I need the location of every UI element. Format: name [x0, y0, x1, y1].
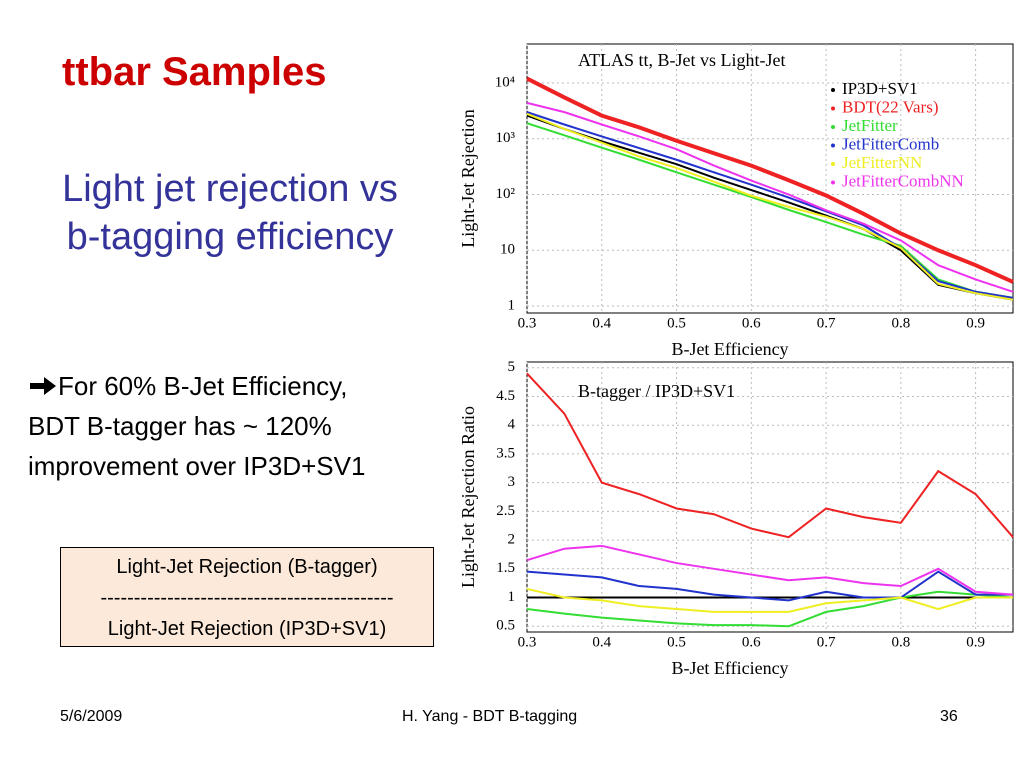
series-line: [526, 372, 1014, 539]
y-tick-label: 1: [508, 297, 516, 313]
arrow-icon: [30, 377, 56, 395]
y-tick-label: 10²: [496, 186, 516, 202]
y-tick-label: 10: [500, 242, 515, 258]
legend-label: JetFitterCombNN: [842, 171, 964, 190]
y-tick-label: 10⁴: [495, 74, 515, 90]
series-line: [526, 76, 1014, 284]
series-line: [526, 544, 1014, 596]
legend-marker: [831, 125, 835, 129]
x-tick-label: 0.8: [891, 634, 910, 650]
footer-center: H. Yang - BDT B-tagging: [402, 708, 578, 725]
series-line: [526, 570, 1013, 602]
subtitle-line: b-tagging efficiency: [66, 216, 394, 258]
x-tick-label: 0.8: [891, 315, 910, 331]
bullet-text: For 60% B-Jet Efficiency,: [58, 371, 348, 401]
x-tick-label: 0.3: [518, 634, 537, 650]
subtitle-line: Light jet rejection vs: [62, 168, 398, 210]
series-line: [526, 101, 1014, 293]
legend-marker: [831, 180, 835, 185]
plot-area: [526, 43, 1014, 314]
x-tick-label: 0.6: [742, 315, 761, 331]
bullet: For 60% B-Jet Efficiency, BDT B-tagger h…: [28, 366, 365, 486]
x-tick-label: 0.5: [667, 634, 686, 650]
y-tick-label: 2: [508, 532, 516, 548]
bullet-line: BDT B-tagger has ~ 120%: [28, 411, 332, 441]
x-tick-label: 0.7: [817, 315, 836, 331]
x-axis-label: B-Jet Efficiency: [671, 658, 788, 678]
footer-page: 36: [940, 708, 958, 725]
numerator: Light-Jet Rejection (B-tagger): [116, 556, 378, 578]
series-line: [526, 587, 1013, 613]
plot-area: [526, 361, 1014, 633]
series-line: [526, 111, 1014, 299]
legend-label: JetFitterComb: [842, 134, 939, 153]
bullet-line: improvement over IP3D+SV1: [28, 451, 366, 481]
plots: 1 10 10² 10³ 10⁴ 0.3 0.4 0.5 0.6 0.7 0.8 0.9 IP3D+SV…: [458, 43, 1014, 678]
y-tick-label: 3: [508, 474, 516, 490]
y-tick-label: 1: [508, 589, 516, 605]
x-axis-label: B-Jet Efficiency: [671, 339, 788, 359]
legend-label: IP3D+SV1: [842, 79, 918, 98]
x-tick-label: 0.3: [518, 315, 537, 331]
y-tick-label: 1.5: [496, 560, 515, 576]
y-tick-label: 5: [508, 359, 516, 375]
denominator: Light-Jet Rejection (IP3D+SV1): [107, 618, 387, 640]
footer-date: 5/6/2009: [60, 708, 123, 725]
x-tick-label: 0.4: [592, 315, 611, 331]
x-tick-label: 0.6: [742, 634, 761, 650]
legend-marker: [831, 88, 835, 92]
legend-label: BDT(22 Vars): [842, 97, 938, 116]
y-axis-label: Light-Jet Rejection Ratio: [458, 406, 478, 588]
slide-title: ttbar Samples: [62, 50, 327, 94]
y-axis-label: Light-Jet Rejection: [458, 109, 478, 247]
divider: ----------------------------------------…: [100, 587, 394, 609]
y-tick-label: 2.5: [496, 503, 515, 519]
bullet-line: For 60% B-Jet Efficiency,: [28, 366, 365, 406]
chart-title: ATLAS tt, B-Jet vs Light-Jet: [578, 50, 786, 70]
y-tick-label: 3.5: [496, 445, 515, 461]
y-tick-label: 4.5: [496, 388, 515, 404]
formula-box: Light-Jet Rejection (B-tagger) ---------…: [60, 547, 434, 647]
x-tick-label: 0.9: [966, 634, 985, 650]
chart-title: B-tagger / IP3D+SV1: [578, 381, 735, 401]
legend-label: JetFitterNN: [842, 153, 922, 172]
legend-marker: [831, 143, 835, 148]
legend-label: JetFitter: [842, 116, 898, 135]
subtitle: Light jet rejection vs b-tagging efficie…: [0, 165, 460, 261]
series-line: [526, 112, 1014, 301]
y-tick-label: 0.5: [496, 618, 515, 634]
legend-marker: [831, 162, 835, 166]
series-line: [526, 590, 1014, 628]
x-tick-label: 0.5: [667, 315, 686, 331]
x-tick-label: 0.4: [592, 634, 611, 650]
legend-marker: [831, 106, 835, 111]
x-tick-label: 0.7: [817, 634, 836, 650]
x-tick-label: 0.9: [966, 315, 985, 331]
series-line: [526, 122, 1014, 299]
y-tick-label: 4: [508, 417, 516, 433]
y-tick-label: 10³: [496, 130, 516, 146]
